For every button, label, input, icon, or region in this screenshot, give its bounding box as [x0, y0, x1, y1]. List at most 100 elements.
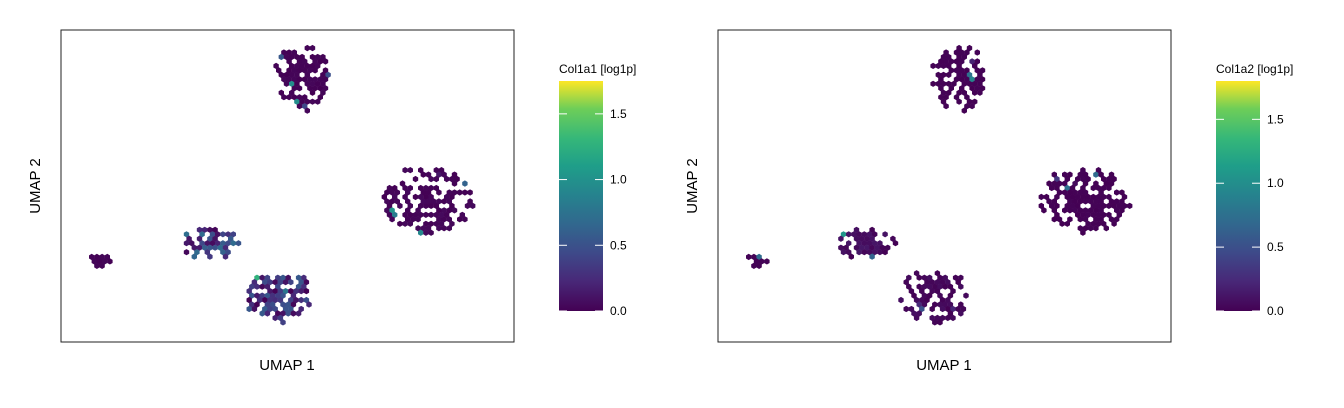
hex-cell	[289, 71, 295, 78]
hex-cell	[296, 67, 303, 74]
hex-cell	[1049, 184, 1055, 192]
hex-cell	[267, 296, 273, 304]
hex-cell	[1093, 180, 1099, 187]
hex-cell	[746, 253, 752, 261]
hex-cell	[1098, 216, 1104, 223]
hex-cell	[1069, 184, 1076, 192]
hex-cell	[866, 240, 873, 247]
hex-cell	[940, 98, 947, 105]
hex-cell	[291, 94, 297, 101]
hex-cell	[389, 216, 395, 223]
hex-cell	[384, 207, 390, 214]
hex-cell	[282, 305, 289, 313]
hex-cell	[906, 283, 912, 290]
cells-group-2	[746, 44, 1133, 326]
hex-cell	[431, 198, 437, 205]
hex-cell	[1090, 202, 1096, 209]
hex-cell	[217, 244, 223, 251]
hex-cell	[856, 231, 862, 238]
hex-cell	[280, 274, 286, 281]
hex-cell	[269, 292, 276, 299]
hex-cell	[259, 310, 265, 317]
hex-cell	[958, 301, 964, 308]
hex-cell	[249, 292, 255, 299]
hex-cell	[934, 279, 941, 286]
colorbar-ticks-1: 0.0 0.5 1.0 1.5	[559, 107, 627, 318]
hex-cell	[961, 53, 967, 61]
hex-cell	[309, 98, 316, 105]
hex-cell	[296, 94, 303, 101]
hex-cell	[877, 249, 883, 256]
hex-cell	[278, 89, 284, 96]
hex-cell	[1093, 225, 1099, 232]
hex-cell	[420, 225, 426, 232]
hex-cell	[433, 184, 439, 192]
hex-cell	[892, 240, 899, 247]
hex-cell	[864, 235, 870, 242]
hex-cell	[1046, 198, 1052, 205]
hex-cell	[859, 235, 865, 242]
hex-cell	[418, 193, 424, 201]
hex-cell	[1103, 180, 1109, 187]
hex-cell	[418, 184, 424, 192]
hex-cell	[1067, 171, 1073, 178]
hex-cell	[866, 231, 873, 238]
hex-cell	[879, 244, 886, 251]
hex-cell	[315, 62, 321, 69]
hex-cell	[397, 202, 403, 209]
hex-cell	[272, 279, 278, 286]
hex-cell	[286, 49, 292, 56]
hex-cell	[1043, 193, 1050, 201]
hex-cell	[979, 67, 986, 74]
hex-cell	[425, 189, 432, 196]
hex-cell	[222, 244, 229, 251]
hex-cell	[423, 220, 429, 227]
hex-cell	[428, 193, 434, 201]
hex-cell	[751, 253, 757, 261]
hex-cell	[943, 58, 949, 65]
hex-cell	[959, 67, 965, 74]
hex-cell	[877, 240, 883, 247]
hex-cell	[285, 301, 291, 308]
hex-cell	[304, 62, 310, 69]
hex-cell	[315, 98, 321, 105]
hex-cell	[467, 198, 473, 205]
hex-cell	[948, 85, 954, 92]
hex-cell	[194, 249, 200, 256]
hex-cell	[462, 216, 468, 223]
hex-cell	[929, 288, 935, 295]
hex-cell	[296, 103, 303, 110]
hex-cell	[294, 71, 300, 78]
hex-cell	[325, 71, 331, 78]
hex-cell	[974, 85, 980, 92]
hex-cell	[275, 274, 281, 281]
colorbar-1	[559, 81, 603, 311]
hex-cell	[1064, 193, 1070, 201]
hex-cell	[950, 305, 956, 313]
hex-cell	[415, 207, 421, 214]
hex-cell	[89, 253, 95, 261]
hex-cell	[418, 202, 424, 209]
hex-cell	[264, 310, 271, 317]
colorbar-tick-label: 0.0	[610, 304, 627, 318]
hex-cell	[302, 94, 308, 101]
hex-cell	[974, 67, 980, 74]
hex-cell	[956, 53, 962, 61]
hex-cell	[423, 202, 429, 209]
hex-cell	[937, 301, 943, 308]
hex-cell	[940, 53, 947, 61]
hex-cell	[386, 211, 393, 218]
hex-cell	[1080, 167, 1086, 174]
hex-cell	[930, 62, 936, 69]
hex-cell	[959, 58, 965, 65]
hex-cell	[932, 319, 938, 326]
hex-cell	[846, 240, 852, 247]
hex-cell	[1067, 189, 1073, 196]
hex-cell	[446, 216, 452, 223]
hex-cell	[272, 305, 278, 313]
hex-cell	[309, 53, 316, 61]
hex-cell	[1082, 207, 1089, 214]
y-axis-label-1: UMAP 2	[27, 158, 44, 214]
